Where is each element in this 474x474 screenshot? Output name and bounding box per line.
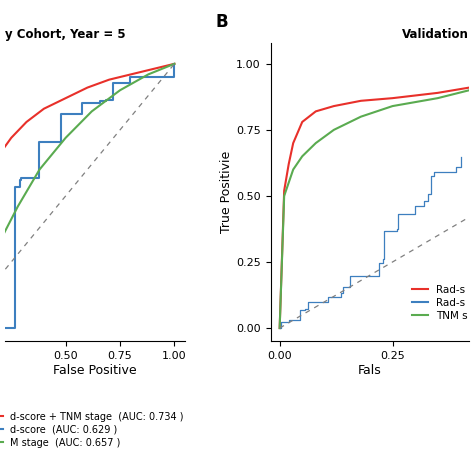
Legend: d-score + TNM stage  (AUC: 0.734 ), d-score  (AUC: 0.629 ), M stage  (AUC: 0.657: d-score + TNM stage (AUC: 0.734 ), d-sco… <box>0 412 184 447</box>
X-axis label: False Positive: False Positive <box>53 364 137 377</box>
Text: B: B <box>215 13 228 31</box>
Legend: Rad-s, Rad-s, TNM s: Rad-s, Rad-s, TNM s <box>412 285 468 321</box>
Text: Validation: Validation <box>402 28 469 42</box>
Y-axis label: True Positivie: True Positivie <box>220 151 233 233</box>
X-axis label: Fals: Fals <box>358 364 382 377</box>
Text: y Cohort, Year = 5: y Cohort, Year = 5 <box>5 28 125 42</box>
